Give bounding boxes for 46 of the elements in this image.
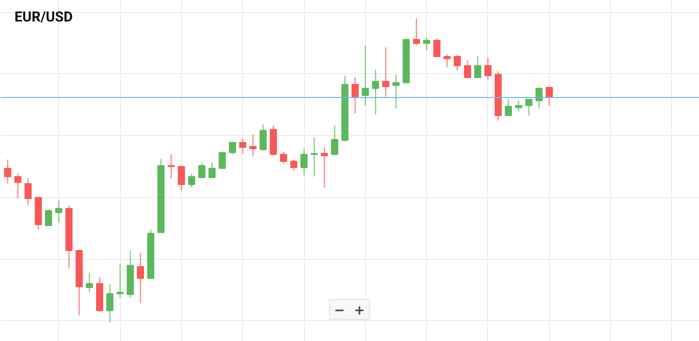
candlestick — [484, 56, 492, 80]
candlestick — [4, 158, 12, 184]
candlestick — [525, 98, 532, 116]
candlestick — [188, 172, 196, 188]
candlestick — [228, 141, 236, 155]
candlestick — [136, 252, 144, 304]
candlestick — [168, 154, 175, 180]
candlestick — [249, 134, 256, 158]
candlestick — [44, 208, 52, 226]
candlestick — [320, 146, 328, 188]
candlestick — [116, 262, 124, 298]
candlestick — [372, 68, 380, 116]
candlestick — [433, 38, 440, 58]
candlestick — [208, 162, 216, 180]
candlestick — [300, 148, 308, 176]
candlestick — [464, 60, 472, 78]
candlestick — [423, 36, 430, 52]
candlestick — [382, 46, 390, 98]
candlestick — [504, 98, 512, 116]
candlestick — [352, 76, 359, 114]
candlestick — [55, 200, 62, 224]
candlestick — [280, 151, 288, 164]
candlestick — [412, 18, 420, 46]
candlestick — [310, 136, 318, 178]
chart-title: EUR/USD — [14, 10, 73, 26]
annotation: − — [334, 304, 345, 318]
candlestick — [218, 151, 226, 169]
annotation: + — [354, 304, 365, 318]
candlestick — [444, 54, 451, 68]
candlestick — [14, 172, 22, 200]
candlestick — [474, 56, 482, 78]
candlestick — [106, 284, 114, 324]
candlestick — [392, 74, 400, 110]
candlestick — [260, 124, 267, 152]
candlestick — [239, 138, 246, 154]
candlestick — [362, 44, 369, 106]
candlestick — [86, 272, 93, 294]
candlestick — [535, 86, 543, 110]
candlestick — [198, 162, 206, 180]
candlestick — [454, 54, 461, 72]
candlestick — [178, 165, 185, 192]
candlestick — [546, 86, 553, 106]
candlestick — [290, 158, 298, 172]
candlestick — [24, 178, 32, 206]
candlestick — [515, 100, 522, 112]
candlestick — [331, 124, 338, 156]
